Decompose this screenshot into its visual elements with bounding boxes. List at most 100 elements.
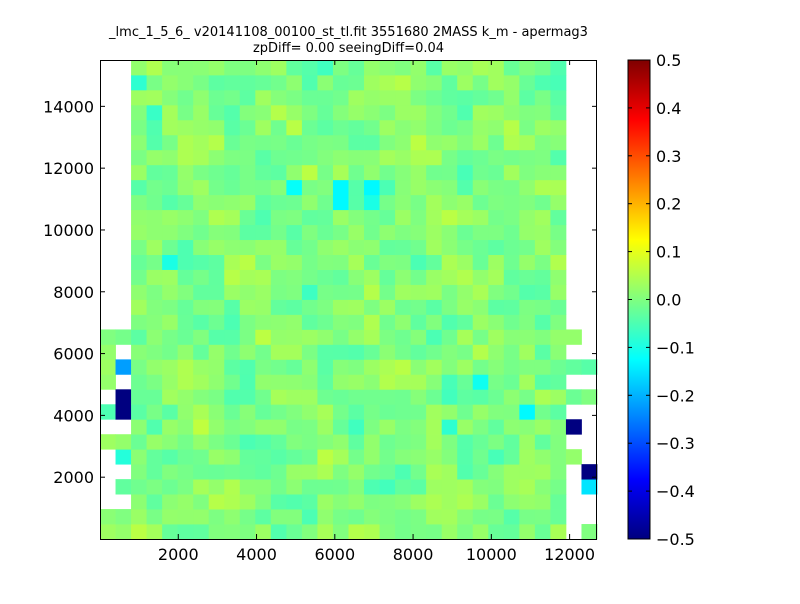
heatmap-cell xyxy=(177,359,194,375)
heatmap-cell xyxy=(162,329,179,345)
heatmap-cell xyxy=(565,449,582,465)
heatmap-cell xyxy=(177,389,194,405)
heatmap-cells xyxy=(100,60,598,540)
heatmap-cell xyxy=(332,89,349,106)
heatmap-cell xyxy=(441,239,458,255)
heatmap-cell xyxy=(286,314,303,330)
heatmap-cell xyxy=(317,104,334,121)
heatmap-cell xyxy=(519,74,536,91)
y-tick-label: 14000 xyxy=(43,97,94,116)
heatmap-cell xyxy=(224,434,241,450)
heatmap-cell xyxy=(379,284,396,300)
heatmap-cell xyxy=(224,389,241,405)
heatmap-cell xyxy=(410,524,427,540)
heatmap-cell xyxy=(193,419,210,435)
heatmap-cell xyxy=(410,89,427,106)
heatmap-cell xyxy=(519,524,536,540)
heatmap-cell xyxy=(177,89,194,106)
heatmap-cell xyxy=(239,329,256,345)
heatmap-cell xyxy=(395,404,412,420)
heatmap-cell xyxy=(550,269,567,285)
heatmap-cell xyxy=(534,524,551,540)
heatmap-cell xyxy=(224,464,241,480)
heatmap-cell xyxy=(441,374,458,390)
heatmap-cell xyxy=(457,374,474,390)
heatmap-cell xyxy=(193,60,210,76)
heatmap-cell xyxy=(503,239,520,255)
heatmap-cell xyxy=(239,254,256,270)
heatmap-cell xyxy=(332,60,349,76)
colorbar-tick-label: −0.4 xyxy=(656,482,695,501)
heatmap-cell xyxy=(550,239,567,255)
heatmap-cell xyxy=(472,134,489,151)
heatmap-cell xyxy=(503,359,520,375)
heatmap-cell xyxy=(239,314,256,330)
heatmap-cell xyxy=(317,329,334,345)
heatmap-cell xyxy=(534,419,551,435)
heatmap-cell xyxy=(395,60,412,76)
heatmap-cell xyxy=(519,269,536,285)
heatmap-cell xyxy=(534,299,551,315)
y-tick-label: 12000 xyxy=(43,159,94,178)
heatmap-cell xyxy=(131,164,147,181)
heatmap-cell xyxy=(395,284,412,300)
heatmap-cell xyxy=(115,389,132,405)
heatmap-cell xyxy=(317,269,334,285)
heatmap-cell xyxy=(193,344,210,360)
heatmap-cell xyxy=(162,344,179,360)
heatmap-cell xyxy=(270,119,287,136)
heatmap-cell xyxy=(131,479,147,495)
heatmap-cell xyxy=(426,224,443,241)
heatmap-cell xyxy=(270,359,287,375)
heatmap-cell xyxy=(503,479,520,495)
heatmap-cell xyxy=(270,164,287,181)
heatmap-cell xyxy=(301,404,318,420)
heatmap-cell xyxy=(550,404,567,420)
heatmap-cell xyxy=(162,419,179,435)
heatmap-cell xyxy=(441,149,458,166)
heatmap-cell xyxy=(550,149,567,166)
heatmap-cell xyxy=(270,179,287,196)
heatmap-cell xyxy=(162,209,179,226)
heatmap-cell xyxy=(193,239,210,255)
heatmap-cell xyxy=(162,194,179,211)
heatmap-cell xyxy=(410,404,427,420)
heatmap-cell xyxy=(534,179,551,196)
heatmap-cell xyxy=(224,149,241,166)
heatmap-cell xyxy=(441,434,458,450)
heatmap-cell xyxy=(270,374,287,390)
heatmap-cell xyxy=(488,284,505,300)
heatmap-cell xyxy=(177,179,194,196)
heatmap-cell xyxy=(519,464,536,480)
heatmap-cell xyxy=(286,60,303,76)
heatmap-cell xyxy=(193,434,210,450)
heatmap-cell xyxy=(410,239,427,255)
heatmap-cell xyxy=(410,164,427,181)
heatmap-cell xyxy=(410,269,427,285)
heatmap-cell xyxy=(239,434,256,450)
heatmap-cell xyxy=(503,164,520,181)
heatmap-cell xyxy=(317,479,334,495)
heatmap-cell xyxy=(410,284,427,300)
colorbar-tick-label: 0.1 xyxy=(656,243,681,262)
heatmap-cell xyxy=(286,404,303,420)
heatmap-cell xyxy=(395,149,412,166)
heatmap-cell xyxy=(131,374,147,390)
heatmap-cell xyxy=(301,374,318,390)
heatmap-cell xyxy=(193,224,210,241)
heatmap-cell xyxy=(534,254,551,270)
heatmap-cell xyxy=(441,194,458,211)
heatmap-cell xyxy=(426,119,443,136)
heatmap-cell xyxy=(301,239,318,255)
heatmap-cell xyxy=(503,374,520,390)
heatmap-cell xyxy=(488,299,505,315)
colorbar-tick-label: −0.1 xyxy=(656,338,695,357)
heatmap-cell xyxy=(317,134,334,151)
heatmap-cell xyxy=(457,164,474,181)
heatmap-cell xyxy=(379,464,396,480)
heatmap-cell xyxy=(472,434,489,450)
heatmap-cell xyxy=(146,374,163,390)
heatmap-cell xyxy=(550,179,567,196)
heatmap-cell xyxy=(239,449,256,465)
